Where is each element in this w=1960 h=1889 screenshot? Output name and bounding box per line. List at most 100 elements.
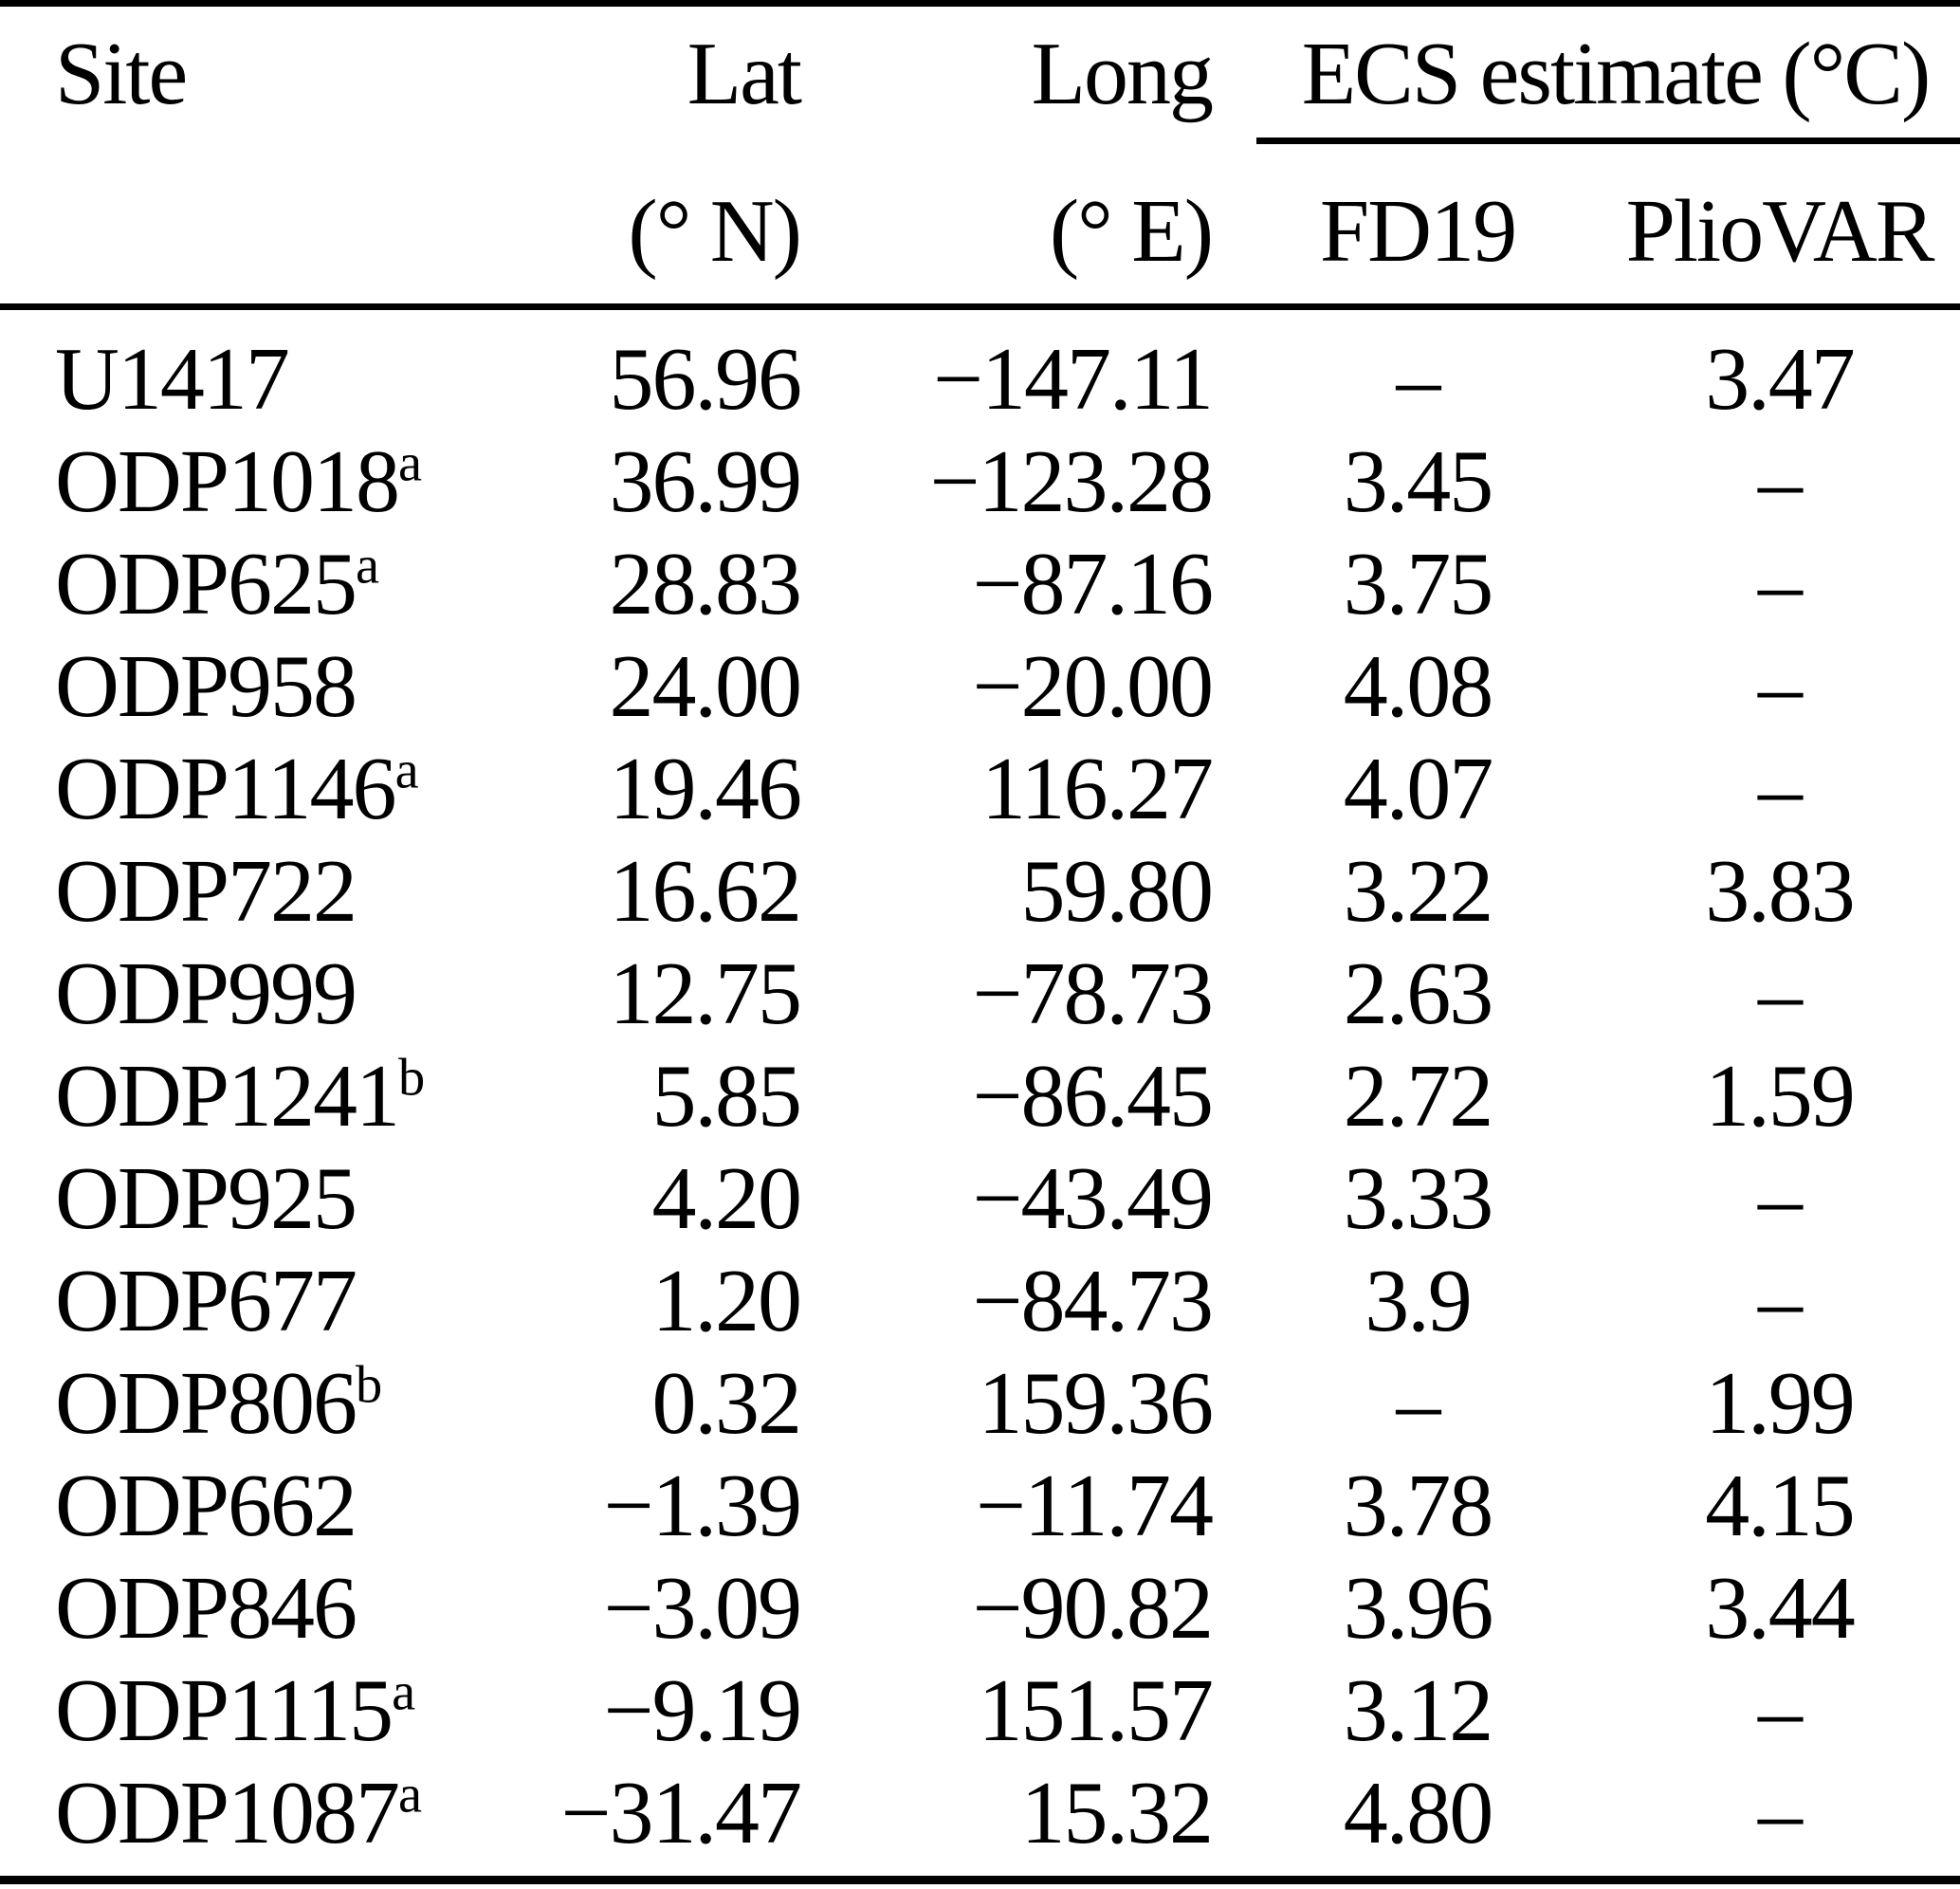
cell-site: U1417 — [55, 330, 290, 429]
col-header-fd19: FD19 — [1319, 181, 1517, 281]
table-row: ODP806b 0.32 159.36 – 1.99 — [0, 1352, 1960, 1455]
table-header: Site Lat Long ECS estimate (°C) (° N) (°… — [0, 0, 1960, 303]
cell-long: 59.80 — [1020, 842, 1215, 941]
cell-pliovar: 1.99 — [1705, 1354, 1856, 1453]
cell-pliovar: 3.44 — [1705, 1559, 1856, 1658]
cell-long: −78.73 — [972, 944, 1214, 1043]
table-row: ODP846 −3.09 −90.82 3.96 3.44 — [0, 1557, 1960, 1660]
cell-lat: −1.39 — [603, 1457, 802, 1555]
table-row: ODP999 12.75 −78.73 2.63 – — [0, 943, 1960, 1045]
cell-pliovar: – — [1758, 944, 1803, 1043]
cell-fd19: 2.72 — [1343, 1047, 1494, 1146]
col-header-long: Long — [1031, 24, 1214, 123]
cell-long: −90.82 — [972, 1559, 1214, 1658]
table-body: U1417 56.96 −147.11–3.47 ODP1018a 36.99 −123.… — [0, 303, 1960, 1864]
header-row-units: (° N) (° E) FD19 PlioVAR — [0, 139, 1960, 303]
col-header-ecs-group: ECS estimate (°C) — [1301, 24, 1932, 123]
ecs-group-underline-rule — [1256, 138, 1960, 144]
cell-long: −147.11 — [932, 330, 1214, 429]
cell-pliovar: – — [1758, 535, 1803, 633]
cell-site: ODP925 — [55, 1149, 357, 1248]
cell-lat: −3.09 — [603, 1559, 802, 1658]
cell-fd19: 3.9 — [1365, 1252, 1473, 1350]
table-row: ODP958 24.00 −20.00 4.08 – — [0, 635, 1960, 738]
cell-pliovar: – — [1758, 1661, 1803, 1760]
header-row-labels: Site Lat Long ECS estimate (°C) — [0, 0, 1960, 139]
cell-lat: 19.46 — [609, 740, 803, 838]
table-row: ODP925 4.20 −43.49 3.33 – — [0, 1147, 1960, 1250]
cell-long: −20.00 — [972, 637, 1214, 736]
cell-long: −43.49 — [972, 1149, 1214, 1248]
cell-fd19: 3.33 — [1343, 1149, 1494, 1248]
cell-fd19: 2.63 — [1343, 944, 1494, 1043]
header-body-spacer — [0, 303, 1960, 328]
table-row: ODP722 16.62 59.80 3.22 3.83 — [0, 840, 1960, 943]
cell-pliovar: – — [1758, 1764, 1803, 1862]
cell-pliovar: 3.83 — [1705, 842, 1856, 941]
cell-lat: 0.32 — [651, 1354, 803, 1453]
footnote-marker: b — [356, 1355, 383, 1415]
footnote-marker: a — [398, 433, 423, 493]
cell-site: ODP999 — [55, 944, 357, 1043]
cell-long: −87.16 — [972, 535, 1214, 633]
footnote-marker: a — [394, 741, 419, 800]
cell-lat: 1.20 — [651, 1252, 803, 1350]
cell-lat: −31.47 — [560, 1764, 802, 1862]
cell-pliovar: – — [1758, 740, 1803, 838]
cell-long: 116.27 — [980, 740, 1214, 838]
col-header-site-blank — [0, 139, 536, 303]
cell-fd19: 3.45 — [1343, 432, 1494, 531]
cell-pliovar: 3.47 — [1705, 330, 1856, 429]
cell-fd19: – — [1396, 330, 1441, 429]
col-header-lat: Lat — [687, 24, 802, 123]
cell-pliovar: 1.59 — [1705, 1047, 1856, 1146]
cell-site: ODP806b — [55, 1354, 383, 1453]
cell-fd19: 3.96 — [1343, 1559, 1494, 1658]
cell-lat: 12.75 — [609, 944, 803, 1043]
table-row: U1417 56.96 −147.11 – 3.47 — [0, 328, 1960, 431]
cell-site: ODP958 — [55, 637, 357, 736]
col-header-pliovar: PlioVAR — [1625, 181, 1935, 281]
table-row: ODP677 1.20 −84.73 3.9 – — [0, 1250, 1960, 1352]
cell-long: −86.45 — [972, 1047, 1214, 1146]
cell-long: −123.28 — [929, 432, 1214, 531]
cell-fd19: 3.12 — [1343, 1661, 1494, 1760]
cell-long: 151.57 — [978, 1661, 1215, 1760]
cell-site: ODP677 — [55, 1252, 357, 1350]
footnote-marker: a — [392, 1662, 416, 1722]
table-bottom-rule — [0, 1876, 1960, 1884]
table-row: ODP1018a 36.99 −123.28 3.45 – — [0, 431, 1960, 533]
cell-pliovar: – — [1758, 1149, 1803, 1248]
cell-fd19: 3.22 — [1343, 842, 1494, 941]
cell-pliovar: – — [1758, 637, 1803, 736]
cell-fd19: – — [1396, 1354, 1441, 1453]
cell-lat: 36.99 — [609, 432, 803, 531]
col-header-site: Site — [55, 24, 188, 123]
cell-site: ODP1241b — [55, 1047, 426, 1146]
cell-long: −84.73 — [972, 1252, 1214, 1350]
footnote-marker: b — [398, 1048, 426, 1108]
cell-lat: −9.19 — [603, 1661, 802, 1760]
table-row: ODP625a 28.83 −87.16 3.75 – — [0, 533, 1960, 635]
cell-long: 15.32 — [1020, 1764, 1215, 1862]
table-row: ODP1241b 5.85 −86.45 2.72 1.59 — [0, 1045, 1960, 1147]
footnote-marker: a — [356, 536, 380, 596]
cell-site: ODP1087a — [55, 1764, 423, 1862]
cell-lat: 4.20 — [651, 1149, 803, 1248]
cell-long: 159.36 — [978, 1354, 1215, 1453]
cell-lat: 56.96 — [609, 330, 803, 429]
cell-fd19: 4.08 — [1343, 637, 1494, 736]
table-top-rule — [0, 0, 1960, 7]
col-header-lat-unit: (° N) — [628, 181, 802, 281]
cell-pliovar: 4.15 — [1705, 1457, 1856, 1555]
table-row: ODP1146a 19.46 116.27 4.07 – — [0, 738, 1960, 840]
cell-fd19: 3.75 — [1343, 535, 1494, 633]
cell-site: ODP1146a — [55, 740, 419, 838]
cell-long: −11.74 — [975, 1457, 1214, 1555]
cell-site: ODP1115a — [55, 1661, 416, 1760]
cell-site: ODP662 — [55, 1457, 357, 1555]
cell-lat: 5.85 — [651, 1047, 803, 1146]
cell-site: ODP846 — [55, 1559, 357, 1658]
cell-lat: 24.00 — [609, 637, 803, 736]
